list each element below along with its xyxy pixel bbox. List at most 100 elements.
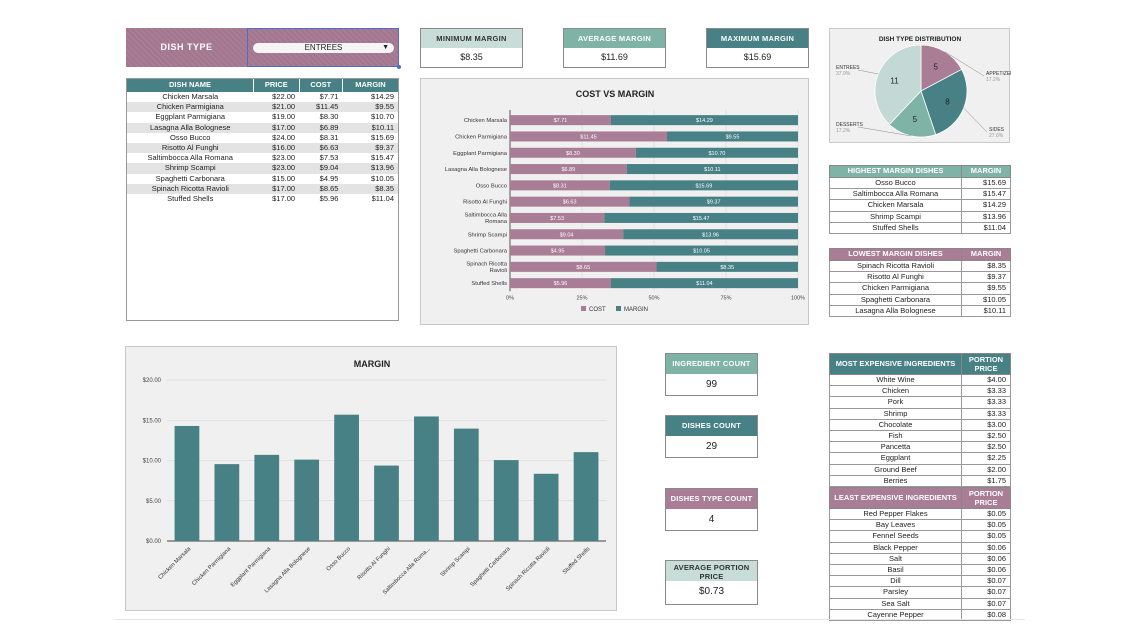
least-expensive-row: Bay Leaves $0.05	[829, 519, 1011, 532]
dish-name-cell: Osso Bucco	[170, 132, 211, 142]
cost-cell: $8.31	[319, 132, 339, 142]
least-expensive-header: LEAST EXPENSIVE INGREDIENTS PORTION PRIC…	[829, 487, 1011, 509]
dish-name-cell: Chicken Parmigiana	[829, 282, 962, 295]
least-expensive-row: Parsley $0.07	[829, 586, 1011, 599]
cost-cell: $7.71	[319, 92, 339, 101]
cost-cell: $7.53	[319, 153, 339, 163]
most-expensive-row: Chicken $3.33	[829, 385, 1011, 398]
col-dish-name: DISH NAME	[168, 80, 212, 90]
dish-table-row: Chicken Parmigiana $21.00 $11.45 $9.55	[127, 102, 398, 113]
lowest-margin-table: LOWEST MARGIN DISHES MARGIN Spinach Rico…	[829, 248, 1011, 318]
y-category-label: Risotto Al Funghi	[463, 200, 507, 206]
margin-cell: $15.47	[371, 153, 394, 163]
least-expensive-row: Cayenne Pepper $0.08	[829, 608, 1011, 622]
dish-name-cell: Saltimbocca Alla Romana	[829, 188, 962, 201]
dish-type-label: DISH TYPE	[126, 28, 247, 67]
kpi-minimum-margin: MINIMUM MARGIN $8.35	[420, 28, 523, 68]
price-cell: $22.00	[272, 92, 296, 101]
most-expensive-row: Ground Beef $2.00	[829, 463, 1011, 476]
dish-name-cell: Saltimbocca Alla Romana	[147, 153, 233, 163]
bar-margin-label: $8.35	[720, 265, 734, 271]
portion-price-cell: $0.05	[961, 530, 1011, 543]
ingredient-cell: Black Pepper	[829, 541, 962, 554]
margin-cell: $10.05	[961, 293, 1011, 306]
ingredient-cell: Chicken	[829, 385, 962, 398]
bar-cost	[510, 196, 630, 207]
portion-price-cell: $0.07	[961, 586, 1011, 599]
kpi-maximum-margin: MAXIMUM MARGIN $15.69	[706, 28, 809, 68]
bar-cost-label: $11.45	[580, 134, 596, 140]
lowest-margin-row: Spinach Ricotta Ravioli $8.35	[829, 259, 1011, 273]
bar-cost-label: $6.63	[563, 200, 577, 206]
margin-bar	[254, 454, 280, 541]
dish-table-row: Stuffed Shells $17.00 $5.96 $11.04	[127, 194, 398, 204]
x-tick-label: 25%	[576, 295, 587, 301]
least-expensive-row: Basil $0.06	[829, 564, 1011, 577]
y-category-label: Romana	[485, 219, 508, 225]
ingredient-cell: Salt	[829, 552, 962, 566]
most-expensive-row: Berries $1.75	[829, 474, 1011, 488]
margin-cell: $10.05	[371, 173, 394, 183]
bar-cost-label: $8.65	[576, 265, 590, 271]
bar-margin-label: $14.29	[696, 118, 713, 124]
pie-callout-line	[857, 69, 879, 75]
margin-cell: $14.29	[961, 199, 1011, 212]
margin-bar	[374, 465, 399, 541]
least-expensive-row: Salt $0.06	[829, 552, 1011, 566]
x-category-label: Spinach Ricotta Ravioli	[505, 546, 551, 592]
margin-cell: $15.69	[961, 176, 1011, 190]
dish-type-select[interactable]: ENTREES ▼	[253, 43, 394, 53]
price-cell: $16.00	[272, 143, 296, 153]
dish-name-cell: Risotto Al Funghi	[829, 271, 962, 284]
bar-margin	[623, 229, 798, 240]
kpi-dishes-type-count: DISHES TYPE COUNT 4	[665, 488, 758, 531]
portion-price-cell: $2.50	[961, 441, 1011, 454]
bar-cost-label: $7.71	[554, 118, 568, 124]
y-category-label: Ravioli	[490, 268, 507, 274]
x-category-label: Stuffed Shells	[562, 546, 592, 576]
highest-margin-row: Osso Bucco $15.69	[829, 176, 1011, 190]
ingredient-cell: Fish	[829, 430, 962, 443]
dish-table-row: Shrimp Scampi $23.00 $9.04 $13.96	[127, 163, 398, 174]
price-cell: $23.00	[272, 163, 296, 173]
dish-name-cell: Risotto Al Funghi	[161, 143, 219, 153]
cost-cell: $8.65	[319, 183, 339, 193]
ingredient-cell: Dill	[829, 575, 962, 588]
dish-name-cell: Stuffed Shells	[829, 221, 962, 235]
most-expensive-header: MOST EXPENSIVE INGREDIENTS PORTION PRICE	[829, 353, 1011, 375]
ingredient-cell: Basil	[829, 564, 962, 577]
ingredient-cell: Parsley	[829, 586, 962, 599]
portion-price-cell: $0.05	[961, 519, 1011, 532]
margin-cell: $13.96	[961, 210, 1011, 223]
price-cell: $17.00	[272, 183, 296, 193]
ingredient-cell: Shrimp	[829, 407, 962, 420]
bar-cost-label: $8.31	[553, 183, 567, 189]
margin-cell: $8.35	[961, 259, 1011, 273]
bar-cost	[510, 164, 627, 175]
y-tick-label: $0.00	[146, 539, 162, 545]
x-category-label: Osso Bucco	[326, 546, 352, 572]
price-cell: $17.00	[272, 122, 296, 132]
bar-cost	[510, 212, 605, 223]
pie-callout-line	[857, 126, 912, 137]
cost-vs-margin-panel: COST VS MARGIN 0% 25% 50% 75% 100% $7.71 $14.2…	[420, 78, 809, 325]
portion-price-cell: $3.33	[961, 407, 1011, 420]
pie-slice-pct: 17.2%	[986, 77, 1001, 83]
portion-price-cell: $2.25	[961, 452, 1011, 465]
ingredient-cell: Bay Leaves	[829, 519, 962, 532]
dish-name-cell: Osso Bucco	[829, 176, 962, 190]
pie-slice-name: DESSERTS	[836, 122, 864, 128]
ingredient-cell: Sea Salt	[829, 597, 962, 610]
resize-handle[interactable]	[397, 65, 401, 69]
price-cell: $17.00	[272, 194, 296, 204]
x-tick-label: 50%	[648, 295, 659, 301]
least-expensive-row: Dill $0.07	[829, 575, 1011, 588]
bar-cost-label: $4.95	[551, 249, 565, 255]
least-expensive-row: Fennel Seeds $0.05	[829, 530, 1011, 543]
portion-price-cell: $0.06	[961, 541, 1011, 554]
x-category-label: Eggplant Parmigiana	[230, 546, 273, 589]
bar-margin-label: $15.69	[695, 183, 712, 189]
x-category-label: Spaghetti Carbonara	[470, 546, 513, 589]
lowest-margin-header: LOWEST MARGIN DISHES MARGIN	[829, 248, 1011, 261]
bar-margin	[656, 261, 798, 272]
